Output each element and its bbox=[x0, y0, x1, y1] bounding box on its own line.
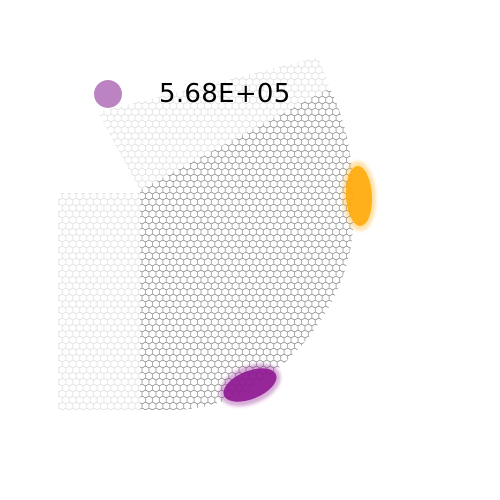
dark-lattice-main bbox=[140, 88, 354, 410]
spots-layer bbox=[219, 161, 377, 407]
light-lattice-top-band bbox=[98, 57, 330, 190]
legend: 5.68E+05 bbox=[94, 76, 291, 112]
light-lattice-left-sheet bbox=[58, 193, 140, 410]
legend-label: 5.68E+05 bbox=[159, 79, 291, 109]
legend-marker bbox=[94, 80, 122, 108]
orange-blob bbox=[341, 161, 377, 231]
purple-blob bbox=[219, 363, 281, 407]
